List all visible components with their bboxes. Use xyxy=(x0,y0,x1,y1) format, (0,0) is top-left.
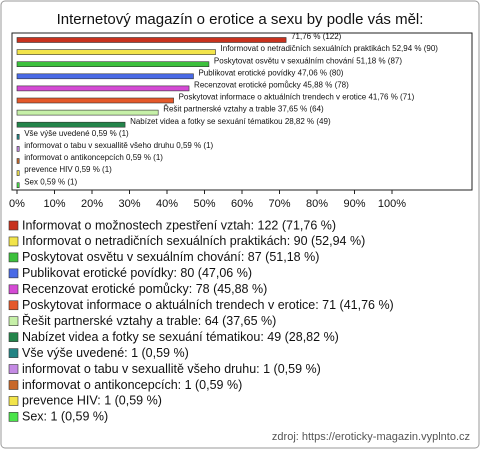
x-tick-label: 60% xyxy=(231,198,253,210)
x-tick-label: 0% xyxy=(9,198,25,210)
source: zdroj: https://eroticky-magazin.vyplnto.… xyxy=(272,431,470,443)
data-label: Poskytovat informace o aktuálních trende… xyxy=(179,93,415,102)
legend-label: prevence HIV: 1 (0,59 %) xyxy=(22,394,162,408)
legend-swatch xyxy=(8,364,19,374)
bar xyxy=(16,37,287,43)
legend-label: Informovat o možnostech zpestření vztah:… xyxy=(22,218,336,232)
x-tick-label: 40% xyxy=(156,198,178,210)
x-tick-label: 90% xyxy=(343,198,365,210)
legend-swatch xyxy=(8,252,19,263)
bar xyxy=(16,134,20,140)
bar xyxy=(16,109,159,116)
legend-label: Publikovat erotické povídky: 80 (47,06 %… xyxy=(22,266,252,280)
legend-label: Poskytovat osvětu v sexuálním chování: 8… xyxy=(22,250,319,264)
data-label: 71,76 % (122) xyxy=(291,32,342,41)
data-label: Publikovat erotické povídky 47,06 % (80) xyxy=(198,68,343,77)
x-tick-label: 30% xyxy=(118,198,140,210)
data-label: informovat o antikoncepcích 0,59 % (1) xyxy=(24,153,163,162)
data-label: Řešit partnerské vztahy a trable 37,65 %… xyxy=(163,105,324,114)
data-label: Poskytovat osvětu v sexuálním chování 51… xyxy=(214,56,402,65)
data-label: Sex 0,59 % (1) xyxy=(24,177,77,186)
legend-swatch xyxy=(8,396,19,406)
bars: 71,76 % (122) Informovat o netradičních s… xyxy=(16,32,439,188)
data-label: Nabízet videa a fotky se sexuání tématik… xyxy=(130,117,331,126)
data-label: prevence HIV 0,59 % (1) xyxy=(24,165,112,174)
data-label: Informovat o netradičních sexuálních pra… xyxy=(221,44,439,53)
legend-swatch xyxy=(8,284,19,295)
x-tick-label: 80% xyxy=(306,198,328,210)
legend-swatch xyxy=(8,268,19,279)
legend-swatch xyxy=(8,348,19,358)
bar xyxy=(16,121,126,128)
legend-swatch xyxy=(8,380,19,390)
x-tick-label: 70% xyxy=(268,198,290,210)
x-tick-label: 50% xyxy=(193,198,215,210)
data-label: informovat o tabu v sexuallitě všeho dru… xyxy=(24,141,213,150)
legend-label: Nabízet videa a fotky se sexuání tématik… xyxy=(22,330,339,344)
chart-title: Internetový magazín o erotice a sexu by … xyxy=(57,11,424,28)
legend-label: Sex: 1 (0,59 %) xyxy=(22,410,108,424)
data-label: Vše výše uvedené 0,59 % (1) xyxy=(24,129,129,138)
bar xyxy=(16,182,20,188)
legend-swatch xyxy=(8,300,19,311)
bar xyxy=(16,85,190,92)
data-label: Recenzovat erotické pomůcky 45,88 % (78) xyxy=(194,81,349,90)
legend-swatch xyxy=(8,220,19,231)
legend-swatch xyxy=(8,236,19,247)
legend-swatch xyxy=(8,316,19,327)
legend-label: informovat o antikoncepcích: 1 (0,59 %) xyxy=(22,378,242,392)
legend-label: Informovat o netradičních sexuálních pra… xyxy=(22,234,365,248)
bar xyxy=(16,158,20,164)
x-tick-label: 10% xyxy=(43,198,65,210)
bar xyxy=(16,73,194,80)
x-tick-label: 100% xyxy=(378,198,406,210)
legend-label: Recenzovat erotické pomůcky: 78 (45,88 %… xyxy=(22,282,267,296)
bar xyxy=(16,61,210,68)
bar xyxy=(16,170,20,176)
legend-label: Poskytovat informace o aktuálních trende… xyxy=(22,298,394,312)
legend-swatch xyxy=(8,412,19,422)
legend-label: informovat o tabu v sexuallitě všeho dru… xyxy=(22,362,321,376)
legend-label: Řešit partnerské vztahy a trable: 64 (37… xyxy=(22,313,276,328)
bar xyxy=(16,97,174,104)
legend-swatch xyxy=(8,332,19,342)
legend-label: Vše výše uvedené: 1 (0,59 %) xyxy=(22,346,189,360)
bar xyxy=(16,49,216,55)
bar xyxy=(16,146,20,152)
x-tick-label: 20% xyxy=(81,198,103,210)
